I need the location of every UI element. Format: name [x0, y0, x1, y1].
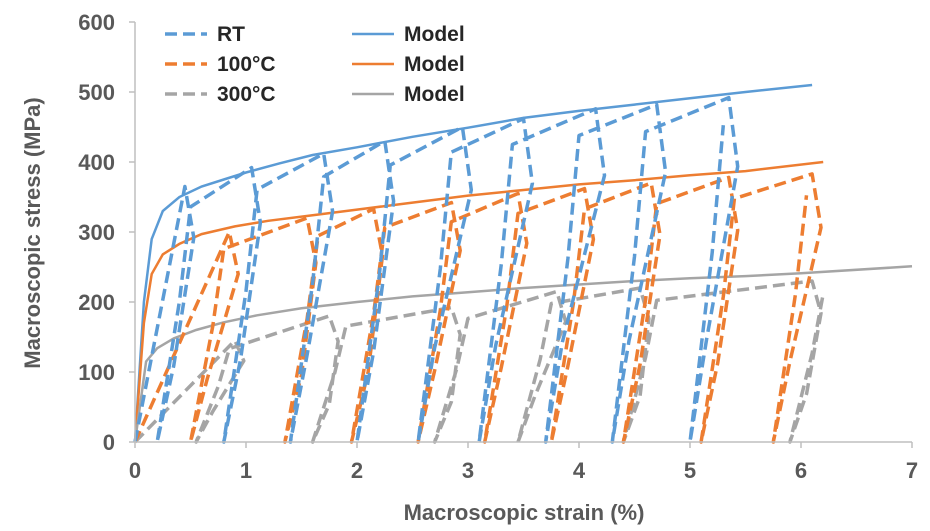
plot-area: [133, 83, 913, 444]
series-line-c100-model: [133, 160, 824, 443]
y-tick-label: 600: [78, 10, 115, 35]
y-tick-label: 100: [78, 360, 115, 385]
x-axis-title: Macroscopic strain (%): [404, 500, 645, 525]
y-tick-label: 300: [78, 220, 115, 245]
x-tick-label: 6: [795, 458, 807, 483]
series-line-c300-exp: [133, 279, 825, 444]
series-line-rt-exp: [133, 95, 740, 444]
legend-label-c300-exp: 300°C: [217, 83, 276, 106]
legend-label-rt-exp: RT: [217, 23, 245, 46]
y-axis-title: Macroscopic stress (MPa): [20, 97, 45, 368]
series-line-c100-exp: [133, 172, 823, 444]
x-tick-label: 1: [240, 458, 252, 483]
x-axis: 0 1 2 3 4 5 6 7: [129, 441, 918, 483]
y-tick-label: 0: [103, 430, 115, 455]
x-tick-label: 3: [462, 458, 474, 483]
legend-label-rt-model: Model: [404, 23, 465, 46]
legend-label-c100-exp: 100°C: [217, 53, 276, 76]
x-tick-label: 0: [129, 458, 141, 483]
y-tick-label: 200: [78, 290, 115, 315]
x-tick-label: 5: [684, 458, 696, 483]
x-tick-label: 4: [573, 458, 586, 483]
series-line-rt-model: [133, 83, 813, 443]
legend: RT Model 100°C Model 300°C Model: [165, 23, 465, 106]
y-tick-label: 500: [78, 80, 115, 105]
legend-label-c100-model: Model: [404, 53, 465, 76]
x-tick-label: 7: [906, 458, 918, 483]
legend-label-c300-model: Model: [404, 83, 465, 106]
y-axis: 0 100 200 300 400 500 600: [78, 10, 136, 455]
x-tick-label: 2: [351, 458, 363, 483]
y-tick-label: 400: [78, 150, 115, 175]
series-line-c300-model: [133, 265, 913, 443]
